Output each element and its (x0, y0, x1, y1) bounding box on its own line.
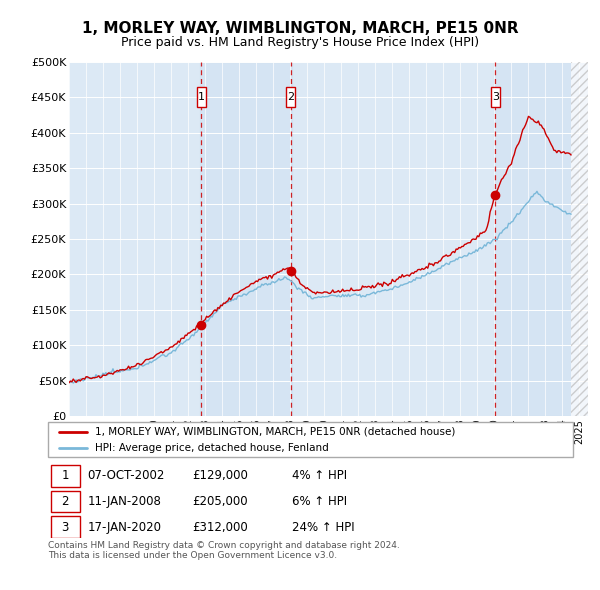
Text: 1: 1 (61, 469, 69, 482)
Text: 17-JAN-2020: 17-JAN-2020 (88, 521, 161, 534)
Bar (494, 62, 588, 416)
Text: 2: 2 (287, 93, 294, 102)
Bar (50, 516, 79, 538)
FancyBboxPatch shape (197, 87, 206, 107)
Text: 2: 2 (61, 495, 69, 508)
Bar (571, 62, 588, 416)
Text: 24% ↑ HPI: 24% ↑ HPI (292, 521, 355, 534)
Text: 07-OCT-2002: 07-OCT-2002 (88, 469, 165, 482)
FancyBboxPatch shape (286, 87, 295, 107)
Text: Price paid vs. HM Land Registry's House Price Index (HPI): Price paid vs. HM Land Registry's House … (121, 36, 479, 49)
Text: 3: 3 (61, 521, 69, 534)
Bar (494, 62, 496, 416)
Text: 4% ↑ HPI: 4% ↑ HPI (292, 469, 347, 482)
Text: 1, MORLEY WAY, WIMBLINGTON, MARCH, PE15 0NR (detached house): 1, MORLEY WAY, WIMBLINGTON, MARCH, PE15 … (95, 427, 455, 437)
Text: £129,000: £129,000 (193, 469, 248, 482)
Text: £205,000: £205,000 (193, 495, 248, 508)
Text: Contains HM Land Registry data © Crown copyright and database right 2024.
This d: Contains HM Land Registry data © Crown c… (48, 541, 400, 560)
Text: 1, MORLEY WAY, WIMBLINGTON, MARCH, PE15 0NR: 1, MORLEY WAY, WIMBLINGTON, MARCH, PE15 … (82, 21, 518, 36)
Bar (200, 62, 292, 416)
Bar (50, 490, 79, 512)
FancyBboxPatch shape (491, 87, 500, 107)
Bar (50, 465, 79, 487)
Text: 11-JAN-2008: 11-JAN-2008 (88, 495, 161, 508)
Text: 1: 1 (198, 93, 205, 102)
Bar (200, 62, 202, 416)
Text: 6% ↑ HPI: 6% ↑ HPI (292, 495, 347, 508)
Text: £312,000: £312,000 (193, 521, 248, 534)
Text: 3: 3 (492, 93, 499, 102)
Bar (290, 62, 292, 416)
Text: HPI: Average price, detached house, Fenland: HPI: Average price, detached house, Fenl… (95, 444, 329, 453)
